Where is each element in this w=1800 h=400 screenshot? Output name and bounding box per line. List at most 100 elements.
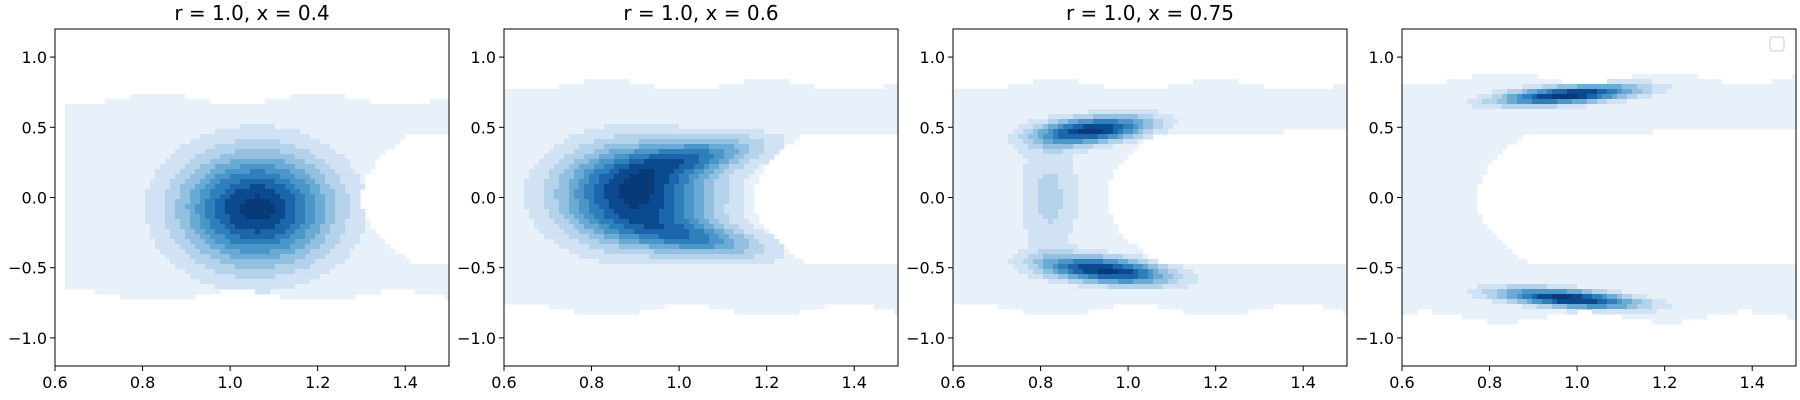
density-cell (230, 259, 236, 265)
density-cell (190, 109, 196, 115)
density-cell (514, 259, 520, 265)
density-cell (220, 169, 226, 175)
density-cell (689, 119, 695, 125)
density-cell (400, 119, 406, 125)
density-cell (135, 134, 141, 140)
density-cell (704, 264, 710, 270)
density-cell (155, 164, 161, 170)
density-cell (549, 89, 555, 95)
density-cell (679, 124, 685, 130)
density-cell (235, 279, 241, 285)
density-cell (230, 279, 236, 285)
density-cell (509, 204, 515, 210)
density-cell (754, 149, 760, 155)
density-cell (185, 184, 191, 190)
density-cell (684, 189, 690, 195)
density-cell (255, 134, 261, 140)
density-cell (240, 114, 246, 120)
density-cell (270, 129, 276, 135)
density-cell (714, 144, 720, 150)
density-cell (764, 154, 770, 160)
density-cell (185, 204, 191, 210)
density-cell (160, 109, 166, 115)
density-cell (275, 199, 281, 205)
density-cell (674, 154, 680, 160)
density-cell (95, 204, 101, 210)
density-cell (519, 254, 525, 260)
density-cell (260, 164, 266, 170)
density-cell (544, 124, 550, 130)
density-cell (749, 279, 755, 285)
density-cell (554, 114, 560, 120)
density-cell (375, 284, 381, 290)
density-cell (739, 249, 745, 255)
density-cell (210, 284, 216, 290)
density-cell (175, 269, 181, 275)
density-cell (70, 189, 76, 195)
density-cell (375, 279, 381, 285)
density-cell (574, 149, 580, 155)
density-cell (744, 234, 750, 240)
density-cell (350, 189, 356, 195)
density-cell (115, 159, 121, 165)
density-cell (180, 294, 186, 300)
density-cell (185, 214, 191, 220)
density-cell (744, 239, 750, 245)
density-cell (90, 199, 96, 205)
density-cell (265, 189, 271, 195)
density-cell (754, 104, 760, 110)
density-cell (375, 289, 381, 295)
density-cell (634, 179, 640, 185)
density-cell (504, 199, 510, 205)
density-cell (699, 104, 705, 110)
density-cell (544, 94, 550, 100)
density-cell (80, 224, 86, 230)
density-cell (564, 109, 570, 115)
density-cell (589, 144, 595, 150)
density-cell (230, 244, 236, 250)
density-cell (345, 239, 351, 245)
density-cell (275, 194, 281, 200)
density-cell (554, 289, 560, 295)
density-cell (275, 209, 281, 215)
density-cell (659, 284, 665, 290)
density-cell (90, 119, 96, 125)
density-cell (390, 269, 396, 275)
density-cell (534, 254, 540, 260)
density-cell (704, 99, 710, 105)
density-cell (305, 219, 311, 225)
density-cell (649, 99, 655, 105)
density-cell (150, 179, 156, 185)
density-cell (729, 219, 735, 225)
density-cell (170, 159, 176, 165)
density-cell (300, 259, 306, 265)
density-cell (604, 124, 610, 130)
density-cell (749, 84, 755, 90)
density-cell (599, 174, 605, 180)
density-cell (699, 234, 705, 240)
density-cell (100, 149, 106, 155)
density-cell (190, 199, 196, 205)
density-cell (739, 94, 745, 100)
density-cell (579, 254, 585, 260)
density-cell (430, 114, 436, 120)
density-cell (150, 289, 156, 295)
density-cell (574, 199, 580, 205)
density-cell (110, 129, 116, 135)
density-cell (235, 109, 241, 115)
density-cell (514, 269, 520, 275)
density-cell (75, 194, 81, 200)
density-cell (220, 109, 226, 115)
density-cell (85, 244, 91, 250)
density-cell (200, 279, 206, 285)
density-cell (265, 129, 271, 135)
density-cell (335, 219, 341, 225)
density-cell (744, 114, 750, 120)
density-cell (614, 109, 620, 115)
density-cell (65, 149, 71, 155)
density-cell (335, 269, 341, 275)
density-cell (140, 109, 146, 115)
density-cell (674, 114, 680, 120)
density-cell (260, 179, 266, 185)
density-cell (579, 139, 585, 145)
